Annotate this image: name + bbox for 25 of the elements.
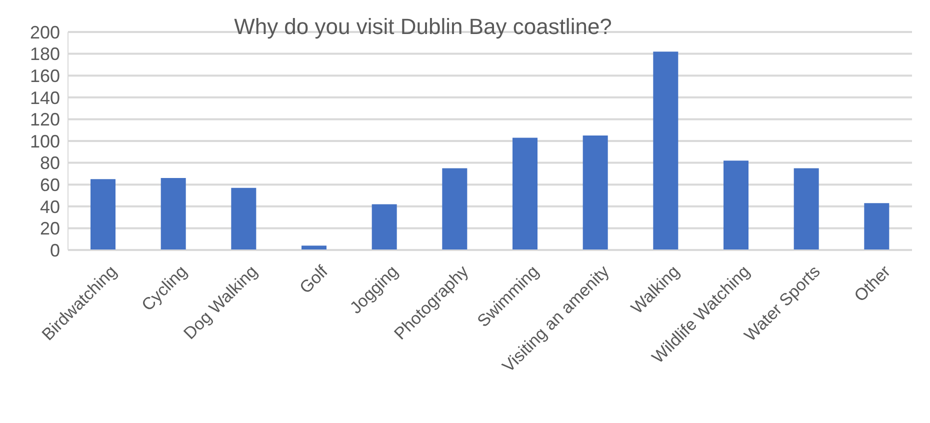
bar [724,160,749,250]
y-tick-label: 80 [40,153,60,174]
bar [512,138,538,250]
y-tick-label: 160 [30,66,60,86]
bar [794,168,819,250]
bar [864,203,890,250]
bar [160,178,186,250]
y-tick-label: 20 [40,218,60,239]
bar [372,204,397,250]
y-tick-label: 60 [40,174,60,195]
y-tick-label: 140 [30,88,60,108]
bar [653,52,678,250]
y-tick-label: 0 [50,240,60,260]
chart-title: Why do you visit Dublin Bay coastline? [234,14,612,39]
bar [90,179,116,250]
x-tick-label: Golf [296,262,332,298]
y-tick-label: 40 [40,196,60,217]
bar [442,168,468,250]
bar [582,136,608,250]
y-tick-label: 180 [30,44,60,64]
bar [231,188,256,250]
y-tick-label: 100 [30,131,60,152]
y-tick-label: 120 [30,110,60,130]
bar [302,246,327,250]
y-tick-label: 200 [30,22,60,42]
